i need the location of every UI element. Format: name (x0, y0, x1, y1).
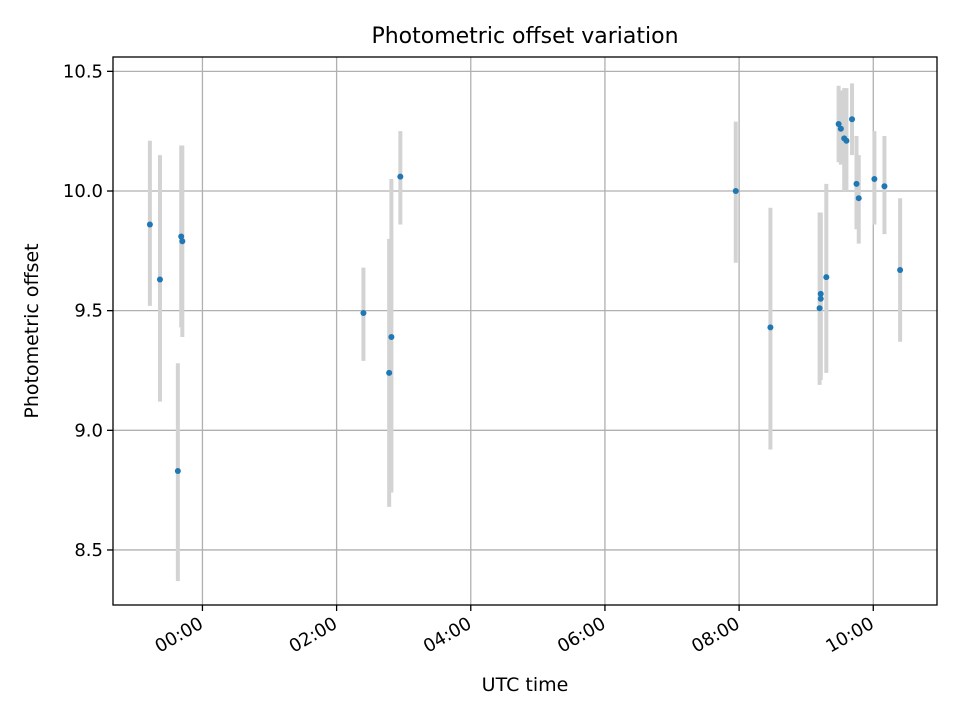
chart-title: Photometric offset variation (371, 24, 678, 49)
data-point (816, 305, 823, 312)
data-point (837, 125, 844, 132)
data-point (843, 137, 850, 144)
data-point (179, 238, 186, 245)
y-tick-label: 10.0 (63, 181, 103, 202)
data-point (178, 233, 185, 240)
data-point (835, 121, 842, 128)
data-point (767, 324, 774, 331)
plot-frame (112, 56, 938, 606)
data-point (849, 116, 856, 123)
x-axis-label: UTC time (482, 674, 569, 696)
y-tick-label: 9.0 (74, 420, 103, 441)
data-point (823, 274, 830, 281)
point-layer (146, 116, 904, 474)
data-point (817, 290, 824, 297)
axes-layer (112, 56, 938, 606)
data-point (146, 221, 153, 228)
data-point (397, 173, 404, 180)
data-point (817, 295, 824, 302)
data-point (897, 266, 904, 273)
y-tick-label: 10.5 (63, 61, 103, 82)
data-point (174, 467, 181, 474)
data-point (360, 310, 367, 317)
data-point (156, 276, 163, 283)
data-point (386, 369, 393, 376)
data-point (388, 333, 395, 340)
data-point (871, 176, 878, 183)
data-point (881, 183, 888, 190)
data-point (732, 188, 739, 195)
data-point (855, 195, 862, 202)
y-axis-label: Photometric offset (21, 243, 43, 418)
y-tick-label: 8.5 (74, 540, 103, 561)
y-tick-label: 9.5 (74, 301, 103, 322)
data-point (853, 180, 860, 187)
